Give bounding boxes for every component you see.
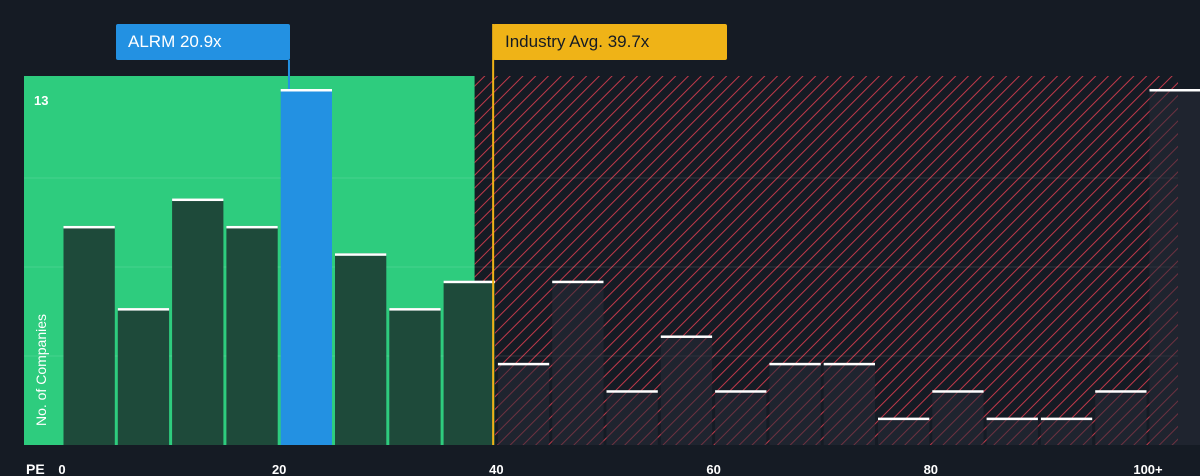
- bar-cap: [1149, 89, 1200, 92]
- x-tick-label: 80: [924, 462, 938, 476]
- bar-cap: [389, 308, 441, 311]
- x-tick-label: 40: [489, 462, 503, 476]
- company-pe-callout: ALRM 20.9x: [116, 24, 290, 60]
- bar-cap: [172, 198, 224, 202]
- histogram-bar: [769, 362, 821, 445]
- histogram-bar: [823, 362, 875, 445]
- histogram-bar: [552, 280, 604, 445]
- x-tick-label: 60: [706, 462, 720, 476]
- histogram-bar: [1040, 417, 1093, 445]
- bar-cap: [986, 417, 1038, 421]
- bar-cap: [660, 335, 713, 338]
- histogram-bar: [606, 390, 658, 445]
- industry-avg-callout: Industry Avg. 39.7x: [493, 24, 727, 60]
- histogram-bar: [226, 225, 278, 445]
- bar-cap: [335, 253, 387, 256]
- bar-cap: [932, 390, 984, 393]
- bar-cap: [878, 417, 930, 421]
- histogram-bar: [117, 308, 170, 445]
- bar-cap: [280, 89, 332, 92]
- bar-cap: [606, 390, 658, 393]
- bar-cap: [715, 390, 767, 393]
- histogram-bar: [172, 198, 224, 445]
- histogram-bar: [932, 390, 984, 445]
- bar-cap: [552, 280, 604, 284]
- x-tick-label: 100+: [1133, 462, 1163, 476]
- bar-cap: [1095, 390, 1147, 393]
- histogram-bar: [280, 89, 332, 445]
- histogram-bar: [878, 417, 930, 445]
- y-axis-title: No. of Companies: [33, 314, 49, 426]
- bar-cap: [117, 308, 170, 311]
- bar-cap: [63, 225, 115, 229]
- histogram-bar: [443, 280, 495, 445]
- bar-cap: [823, 362, 875, 366]
- histogram-bar: [497, 362, 550, 445]
- bar-cap: [226, 225, 278, 229]
- bar-cap: [769, 362, 821, 366]
- histogram-bar: [1149, 89, 1200, 445]
- bar-cap: [1040, 417, 1093, 421]
- y-max-label: 13: [34, 93, 48, 108]
- x-axis-title: PE: [26, 461, 45, 476]
- x-tick-label: 0: [58, 462, 65, 476]
- histogram-bar: [1095, 390, 1147, 445]
- histogram-bar: [986, 417, 1038, 445]
- x-tick-label: 20: [272, 462, 286, 476]
- bar-cap: [497, 362, 550, 366]
- histogram-bar: [389, 308, 441, 445]
- histogram-bar: [335, 253, 387, 445]
- histogram-bar: [660, 335, 713, 445]
- bar-cap: [443, 280, 495, 284]
- histogram-bar: [715, 390, 767, 445]
- histogram-bar: [63, 225, 115, 445]
